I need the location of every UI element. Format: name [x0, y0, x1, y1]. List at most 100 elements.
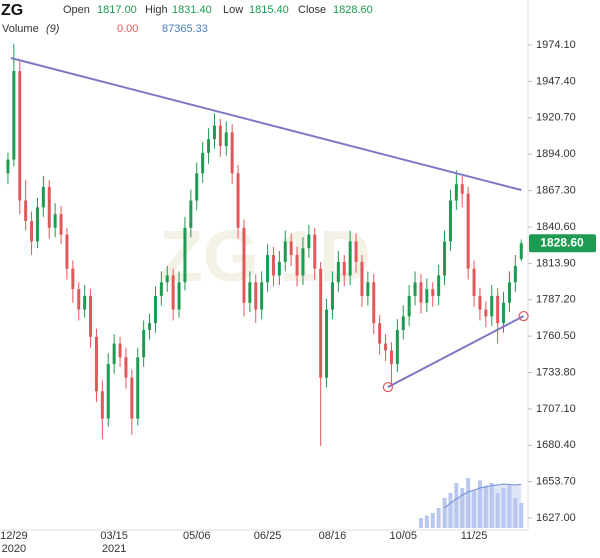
- candle-body: [35, 207, 39, 242]
- candle-body: [177, 282, 181, 310]
- volume-ma-area: [444, 484, 522, 528]
- candle-body: [59, 214, 63, 235]
- candle-body: [189, 200, 193, 228]
- candle-body: [301, 248, 305, 276]
- candle-body: [230, 132, 234, 174]
- last-price-label: 1828.60: [540, 235, 584, 249]
- volume-bar: [418, 518, 423, 528]
- candle-body: [212, 125, 216, 140]
- x-tick-label: 06/25: [254, 530, 282, 542]
- candle-body: [437, 275, 441, 296]
- candle-body: [325, 309, 329, 378]
- candle-body: [83, 295, 87, 310]
- candle-body: [41, 186, 45, 208]
- candle-body: [502, 302, 506, 324]
- candle-body: [195, 173, 199, 201]
- close-label: Close: [298, 4, 326, 16]
- trendline: [10, 57, 522, 191]
- candle-body: [148, 323, 152, 330]
- y-tick-label: 1707.10: [536, 403, 576, 415]
- y-tick-label: 1787.20: [536, 294, 576, 306]
- candle-body: [490, 295, 494, 317]
- candle-body: [136, 357, 140, 419]
- candle-body: [295, 255, 299, 276]
- y-tick-label: 1813.90: [536, 257, 576, 269]
- candle-body: [165, 275, 169, 283]
- x-tick-year: 2020: [2, 543, 26, 555]
- volume-bar: [495, 493, 500, 528]
- volume-bar: [436, 508, 441, 528]
- candle-body: [271, 255, 275, 276]
- candle-body: [53, 214, 57, 228]
- volume-period: (9): [46, 23, 60, 35]
- candle-body: [142, 329, 146, 358]
- candle-body: [77, 289, 81, 310]
- volume-value: 0.00: [117, 23, 138, 35]
- volume-bar: [519, 503, 524, 528]
- candle-body: [254, 282, 258, 310]
- volume-label: Volume: [2, 23, 39, 35]
- candle-body: [12, 71, 16, 160]
- candle-body: [372, 282, 376, 324]
- candle-body: [289, 241, 293, 256]
- volume-ma-line: [444, 483, 522, 509]
- trendline: [387, 315, 525, 388]
- candle-body: [478, 295, 482, 310]
- candle-body: [354, 241, 358, 262]
- volume-bar: [466, 478, 471, 528]
- candle-body: [384, 343, 388, 351]
- candle-body: [466, 193, 470, 269]
- close-value: 1828.60: [333, 4, 373, 16]
- candle-body: [472, 268, 476, 296]
- candle-body: [260, 282, 264, 310]
- watermark: ZG 1D: [159, 217, 371, 297]
- candle-body: [218, 125, 222, 147]
- y-tick-label: 1760.50: [536, 330, 576, 342]
- trendline-anchor: [382, 381, 394, 393]
- volume-bar: [483, 485, 488, 528]
- candle-body: [171, 275, 175, 310]
- high-label: High: [145, 4, 168, 16]
- y-tick-label: 1867.30: [536, 184, 576, 196]
- volume-bar: [507, 485, 512, 528]
- volume-bar: [477, 480, 482, 528]
- candle-body: [118, 343, 122, 358]
- candle-body: [431, 289, 435, 296]
- candle-body: [24, 200, 28, 221]
- candle-body: [94, 336, 98, 392]
- x-tick-year: 2021: [102, 543, 126, 555]
- candle-body: [248, 282, 252, 303]
- candle-body: [366, 282, 370, 296]
- candle-body: [496, 295, 500, 324]
- candle-body: [448, 200, 452, 242]
- candle-body: [112, 343, 116, 365]
- y-tick-label: 1653.70: [536, 476, 576, 488]
- candle-body: [378, 323, 382, 344]
- symbol: ZG: [1, 2, 23, 19]
- volume-bar: [430, 513, 435, 528]
- y-tick-label: 1974.10: [536, 39, 576, 51]
- candle-body: [183, 227, 187, 283]
- x-tick-label: 03/15: [100, 530, 128, 542]
- volume-bar: [454, 483, 459, 528]
- open-label: Open: [63, 4, 90, 16]
- candle-body: [313, 234, 317, 269]
- candle-body: [65, 234, 69, 269]
- candle-body: [153, 295, 157, 324]
- candle-body: [443, 241, 447, 276]
- volume-bar: [513, 498, 518, 528]
- candle-body: [159, 282, 163, 296]
- candle-body: [519, 243, 523, 260]
- y-tick-label: 1627.00: [536, 512, 576, 524]
- low-label: Low: [223, 4, 243, 16]
- candle-body: [407, 295, 411, 317]
- candle-body: [460, 184, 464, 194]
- candle-body: [224, 132, 228, 147]
- candle-body: [30, 220, 34, 242]
- trendline-anchor: [518, 310, 529, 322]
- candle-body: [201, 152, 205, 174]
- candle-body: [89, 295, 93, 337]
- candle-body: [130, 377, 134, 419]
